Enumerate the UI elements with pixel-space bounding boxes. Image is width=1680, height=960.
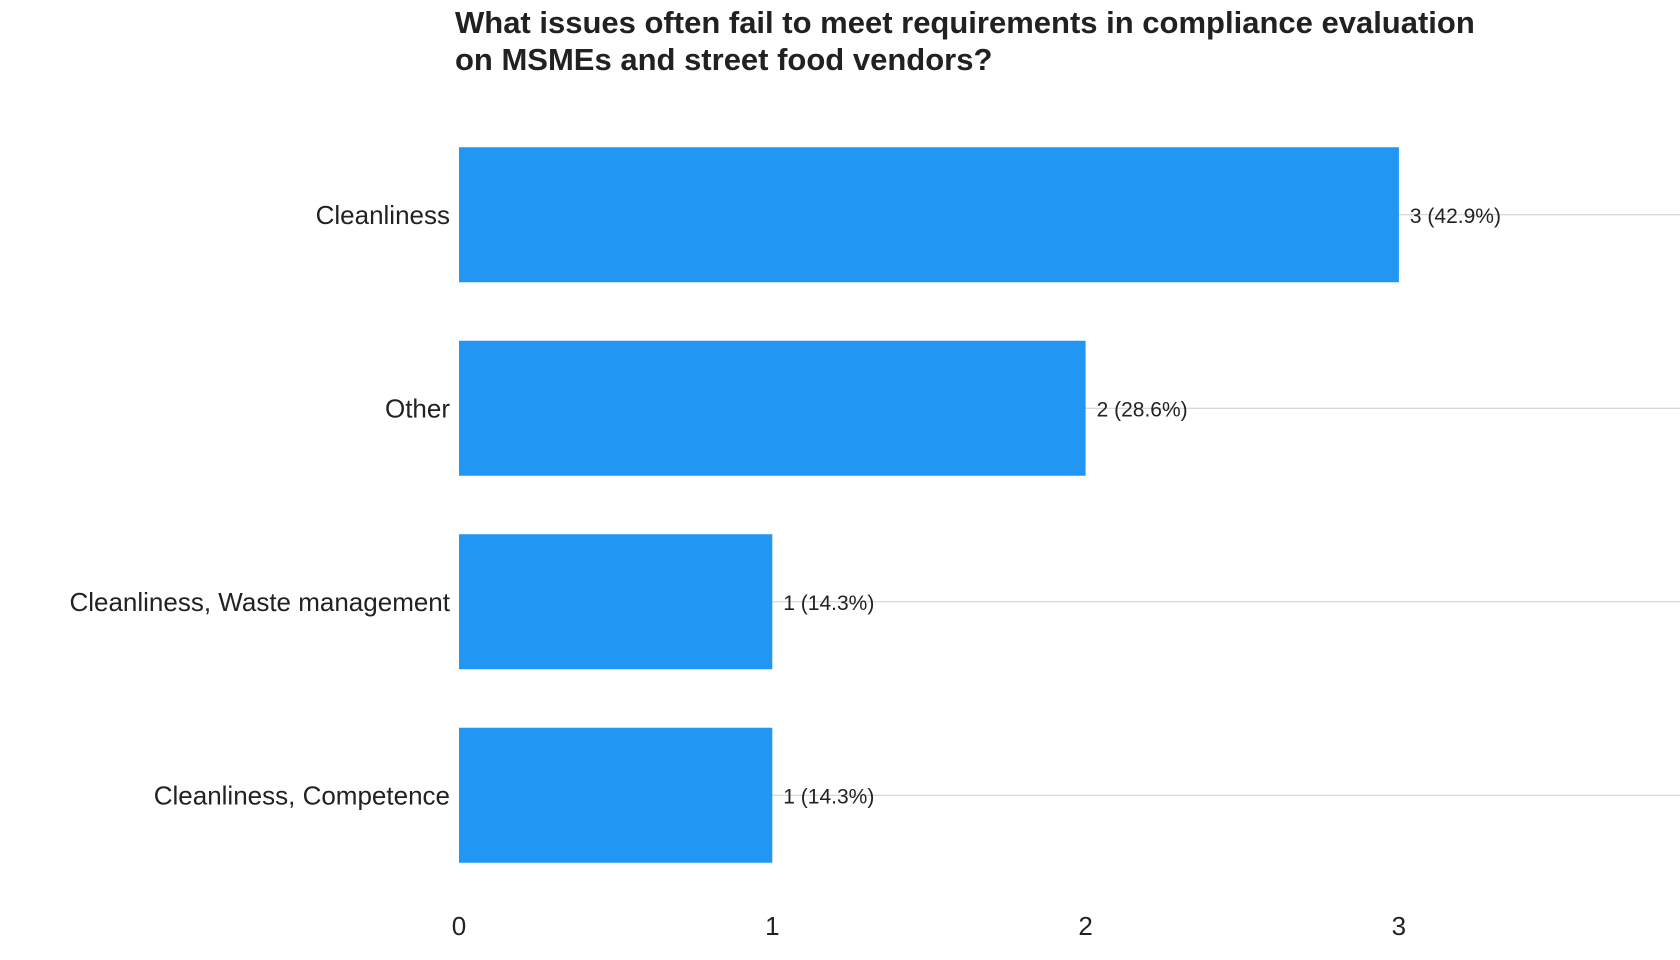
category-label: Cleanliness, Waste management — [69, 587, 450, 617]
x-tick-label: 1 — [765, 911, 779, 941]
data-label: 1 (14.3%) — [783, 785, 874, 808]
chart-title-line-2: on MSMEs and street food vendors? — [455, 42, 993, 77]
chart-title: What issues often fail to meet requireme… — [455, 4, 1635, 78]
bars — [459, 147, 1399, 863]
data-label: 2 (28.6%) — [1097, 398, 1188, 421]
gridlines — [459, 214, 1680, 796]
data-label: 3 (42.9%) — [1410, 205, 1501, 228]
x-tick-label: 2 — [1078, 911, 1092, 941]
category-label: Other — [385, 393, 450, 423]
data-label: 1 (14.3%) — [783, 592, 874, 615]
x-tick-label: 0 — [452, 911, 466, 941]
category-label: Cleanliness, Competence — [154, 780, 450, 810]
chart-title-line-1: What issues often fail to meet requireme… — [455, 5, 1475, 40]
labels: Cleanliness 3 (42.9%) Other 2 (28.6%) Cleanl… — [69, 200, 1501, 941]
bar — [459, 340, 1086, 476]
bar — [459, 534, 773, 670]
x-tick-label: 3 — [1392, 911, 1406, 941]
category-label: Cleanliness — [316, 200, 450, 230]
bar — [459, 147, 1399, 283]
bar — [459, 727, 773, 863]
